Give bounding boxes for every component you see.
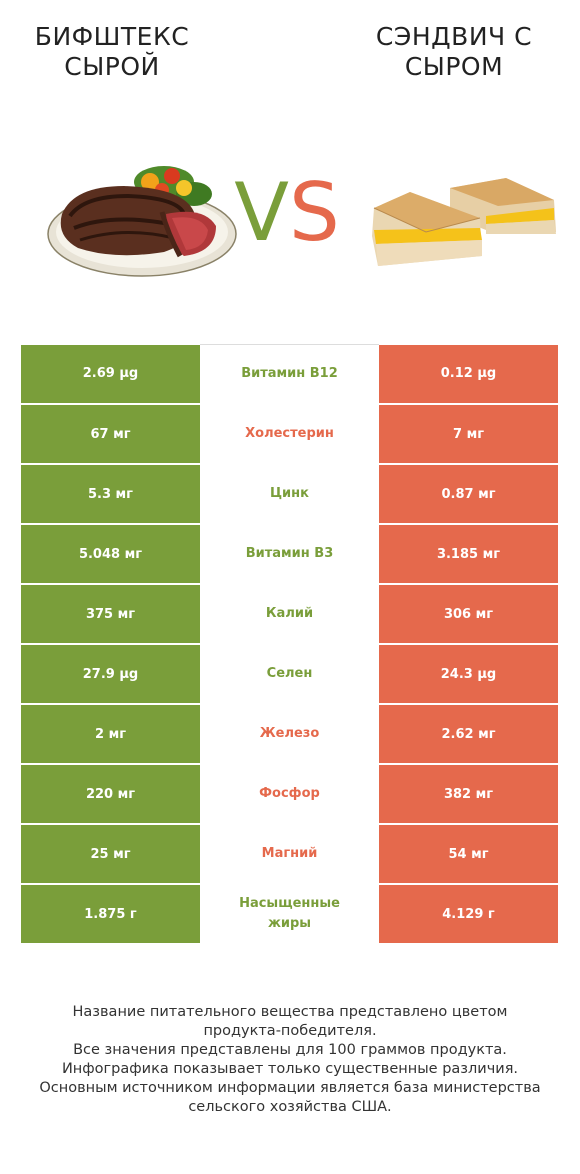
footer-line-4: Инфографика показывает только существенн…	[61, 1061, 519, 1077]
footer-line-3: Все значения представлены для 100 граммо…	[73, 1042, 507, 1058]
nutrient-name: Витамин B12	[200, 344, 379, 405]
right-value: 4.129 г	[379, 884, 558, 944]
left-product-title-line1: БИФШТЕКС	[34, 22, 190, 51]
nutrient-row: 27.9 µg Селен 24.3 µg	[21, 643, 558, 705]
left-value: 2 мг	[21, 704, 200, 764]
left-value: 375 мг	[21, 584, 200, 644]
right-product-title-line2: СЫРОМ	[404, 52, 504, 81]
nutrient-name: Фосфор	[200, 763, 379, 825]
left-value: 25 мг	[21, 824, 200, 884]
nutrient-row: 220 мг Фосфор 382 мг	[21, 763, 558, 825]
left-value: 1.875 г	[21, 884, 200, 944]
nutrient-name-line2: жиры	[267, 916, 312, 931]
vs-s: S	[288, 166, 340, 259]
nutrient-row: 67 мг Холестерин 7 мг	[21, 403, 558, 465]
right-value: 2.62 мг	[379, 704, 558, 764]
nutrient-row: 2.69 µg Витамин B12 0.12 µg	[21, 344, 558, 405]
nutrient-name: Селен	[200, 643, 379, 705]
right-value: 382 мг	[379, 764, 558, 824]
nutrient-name: Холестерин	[200, 403, 379, 465]
footer-note: Название питательного вещества представл…	[20, 1003, 560, 1117]
right-value: 306 мг	[379, 584, 558, 644]
right-value: 54 мг	[379, 824, 558, 884]
nutrient-name: Цинк	[200, 463, 379, 525]
nutrient-name-line1: Насыщенные	[239, 896, 340, 911]
right-product-title-line1: СЭНДВИЧ С	[375, 22, 533, 51]
right-value: 0.12 µg	[379, 344, 558, 404]
nutrient-name: Железо	[200, 703, 379, 765]
steak-image	[47, 166, 237, 277]
right-value: 0.87 мг	[379, 464, 558, 524]
nutrient-row: 2 мг Железо 2.62 мг	[21, 703, 558, 765]
vs-v: V	[234, 166, 289, 259]
left-value: 2.69 µg	[21, 344, 200, 404]
left-product-title: БИФШТЕКС СЫРОЙ	[2, 22, 222, 82]
left-value: 5.048 мг	[21, 524, 200, 584]
nutrient-row: 5.3 мг Цинк 0.87 мг	[21, 463, 558, 525]
nutrient-row: 375 мг Калий 306 мг	[21, 583, 558, 645]
left-value: 5.3 мг	[21, 464, 200, 524]
left-product-title-line2: СЫРОЙ	[64, 52, 160, 81]
nutrient-row: 5.048 мг Витамин B3 3.185 мг	[21, 523, 558, 585]
sandwich-image	[372, 178, 556, 266]
left-value: 67 мг	[21, 404, 200, 464]
comparison-table: 2.69 µg Витамин B12 0.12 µg 67 мг Холестерин…	[21, 344, 558, 945]
left-value: 220 мг	[21, 764, 200, 824]
right-value: 3.185 мг	[379, 524, 558, 584]
nutrient-name: Насыщенные жиры	[200, 883, 379, 945]
left-value: 27.9 µg	[21, 644, 200, 704]
nutrient-row: 25 мг Магний 54 мг	[21, 823, 558, 885]
right-value: 7 мг	[379, 404, 558, 464]
footer-line-2: продукта-победителя.	[203, 1023, 377, 1039]
vs-label: VS	[222, 168, 352, 258]
footer-line-1: Название питательного вещества представл…	[72, 1004, 508, 1020]
footer-line-5: Основным источником информации является …	[39, 1080, 541, 1096]
footer-line-6: сельского хозяйства США.	[188, 1099, 392, 1115]
nutrient-name: Магний	[200, 823, 379, 885]
nutrient-row: 1.875 г Насыщенные жиры 4.129 г	[21, 883, 558, 945]
right-value: 24.3 µg	[379, 644, 558, 704]
nutrient-name: Витамин B3	[200, 523, 379, 585]
right-product-title: СЭНДВИЧ С СЫРОМ	[344, 22, 564, 82]
nutrient-name: Калий	[200, 583, 379, 645]
